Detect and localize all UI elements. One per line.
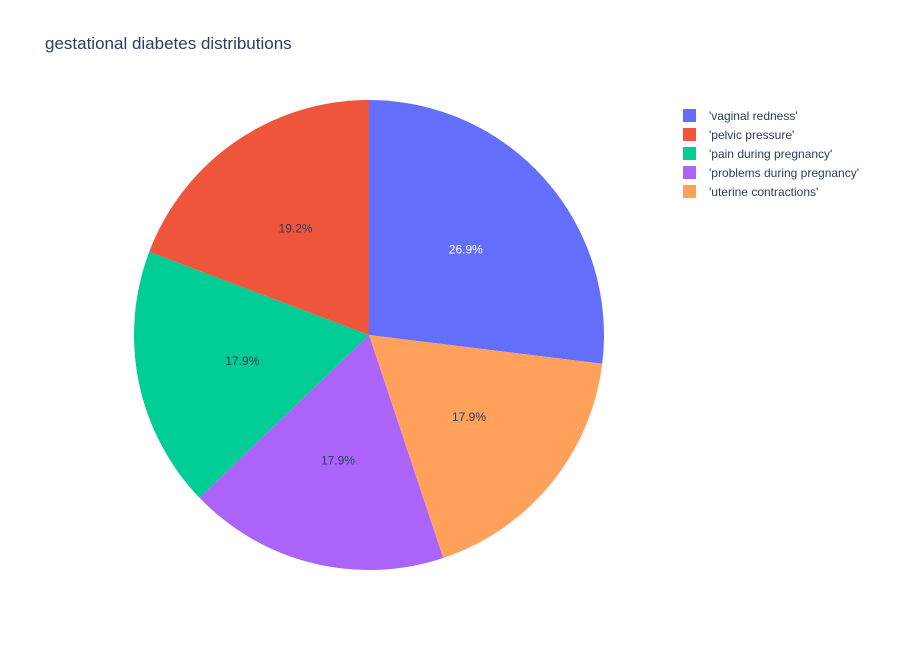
legend-swatch: [683, 147, 696, 160]
pie-slice-label-vaginal-redness: 26.9%: [449, 242, 483, 256]
legend-label: 'vaginal redness': [709, 108, 798, 123]
legend-item-problems-during-pregnancy[interactable]: 'problems during pregnancy': [683, 163, 859, 182]
legend-swatch: [683, 185, 696, 198]
legend-label: 'problems during pregnancy': [709, 165, 859, 180]
chart-title: gestational diabetes distributions: [45, 34, 292, 53]
pie-slice-problems-during-pregnancy[interactable]: [199, 335, 444, 570]
legend: 'vaginal redness' 'pelvic pressure' 'pain …: [683, 106, 859, 201]
legend-label: 'pain during pregnancy': [709, 146, 833, 161]
pie-slice-pelvic-pressure[interactable]: [149, 100, 369, 335]
pie-slice-label-pain-during-pregnancy: 17.9%: [225, 354, 259, 368]
pie-slice-label-pelvic-pressure: 19.2%: [279, 222, 313, 236]
legend-item-pain-during-pregnancy[interactable]: 'pain during pregnancy': [683, 144, 859, 163]
legend-item-vaginal-redness[interactable]: 'vaginal redness': [683, 106, 859, 125]
pie-slice-label-problems-during-pregnancy: 17.9%: [321, 453, 355, 467]
legend-label: 'uterine contractions': [709, 184, 819, 199]
pie-slices: [134, 100, 604, 570]
pie-slice-label-uterine-contractions: 17.9%: [452, 410, 486, 424]
pie-labels: 26.9% 17.9% 17.9% 17.9% 19.2%: [225, 222, 486, 468]
pie-slice-vaginal-redness[interactable]: [369, 100, 604, 364]
legend-swatch: [683, 109, 696, 122]
legend-label: 'pelvic pressure': [709, 127, 795, 142]
pie-slice-uterine-contractions[interactable]: [369, 335, 603, 558]
pie-slice-pain-during-pregnancy[interactable]: [134, 251, 369, 498]
legend-swatch: [683, 166, 696, 179]
legend-item-uterine-contractions[interactable]: 'uterine contractions': [683, 182, 859, 201]
legend-item-pelvic-pressure[interactable]: 'pelvic pressure': [683, 125, 859, 144]
legend-swatch: [683, 128, 696, 141]
